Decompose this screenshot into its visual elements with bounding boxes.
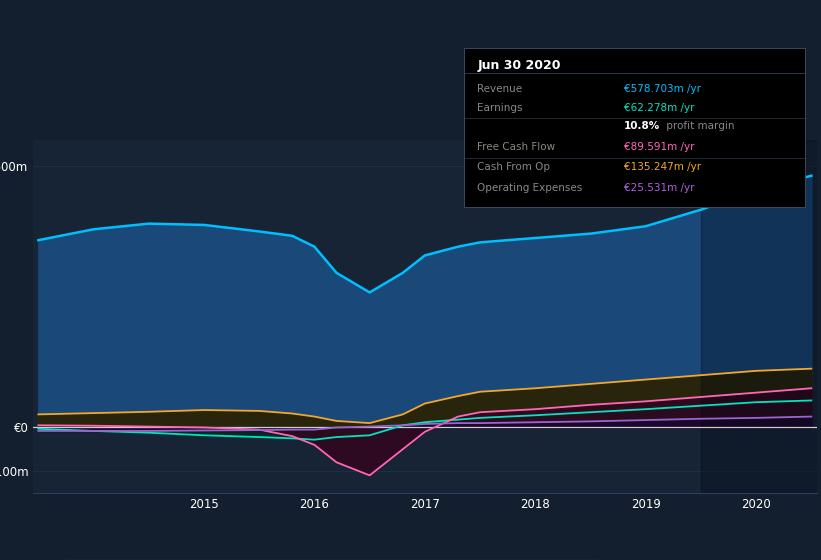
Text: Revenue: Revenue	[478, 84, 523, 94]
Text: €578.703m /yr: €578.703m /yr	[624, 84, 701, 94]
Text: 10.8%: 10.8%	[624, 121, 660, 131]
Text: €135.247m /yr: €135.247m /yr	[624, 162, 701, 172]
Text: €89.591m /yr: €89.591m /yr	[624, 142, 695, 152]
Text: Operating Expenses: Operating Expenses	[478, 183, 583, 193]
Text: €25.531m /yr: €25.531m /yr	[624, 183, 695, 193]
Text: profit margin: profit margin	[663, 121, 735, 131]
Text: €62.278m /yr: €62.278m /yr	[624, 103, 695, 113]
Text: Cash From Op: Cash From Op	[478, 162, 551, 172]
Text: Free Cash Flow: Free Cash Flow	[478, 142, 556, 152]
Bar	[701, 140, 821, 493]
Text: Jun 30 2020: Jun 30 2020	[478, 59, 561, 72]
Text: Earnings: Earnings	[478, 103, 523, 113]
